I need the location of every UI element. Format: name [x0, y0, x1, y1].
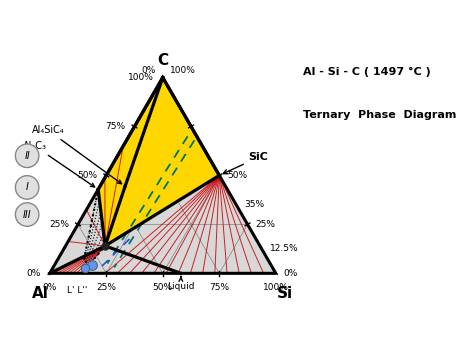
- Text: Al₄C₃: Al₄C₃: [23, 141, 95, 187]
- Text: 0%: 0%: [284, 269, 298, 278]
- Text: 50%: 50%: [153, 283, 173, 292]
- Text: 75%: 75%: [105, 122, 126, 131]
- Text: Al: Al: [32, 286, 49, 301]
- Circle shape: [15, 203, 39, 226]
- Text: 25%: 25%: [49, 220, 69, 229]
- Text: Liquid: Liquid: [167, 276, 195, 291]
- Text: II: II: [24, 151, 30, 161]
- Text: Al₄SiC₄: Al₄SiC₄: [32, 125, 122, 184]
- Text: I: I: [26, 182, 28, 192]
- Text: SiC: SiC: [223, 152, 269, 174]
- Text: 100%: 100%: [170, 66, 195, 75]
- Text: III: III: [23, 210, 31, 220]
- Text: 0%: 0%: [27, 269, 41, 278]
- Circle shape: [15, 144, 39, 168]
- Text: L' L'': L' L'': [67, 286, 87, 295]
- Text: 50%: 50%: [227, 171, 247, 180]
- Circle shape: [15, 176, 39, 199]
- Text: Si: Si: [277, 286, 293, 301]
- Text: Al - Si - C ( 1497 °C ): Al - Si - C ( 1497 °C ): [303, 67, 431, 77]
- Text: Ternary  Phase  Diagram: Ternary Phase Diagram: [303, 110, 456, 120]
- Text: 75%: 75%: [209, 283, 229, 292]
- Text: 25%: 25%: [255, 220, 275, 229]
- Text: C: C: [157, 53, 168, 69]
- Text: 25%: 25%: [96, 283, 116, 292]
- Text: 100%: 100%: [263, 283, 289, 292]
- Text: 35%: 35%: [244, 200, 264, 209]
- Text: 100%: 100%: [128, 73, 154, 82]
- Text: 0%: 0%: [43, 283, 57, 292]
- Polygon shape: [50, 78, 276, 273]
- Text: 0%: 0%: [142, 66, 156, 75]
- Polygon shape: [98, 78, 219, 246]
- Text: 12.5%: 12.5%: [270, 244, 298, 253]
- Text: 50%: 50%: [77, 171, 97, 180]
